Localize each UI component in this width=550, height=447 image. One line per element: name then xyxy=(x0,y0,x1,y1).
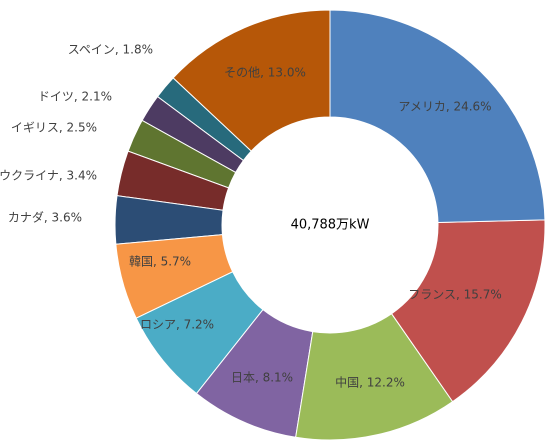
center-label: 40,788万kW xyxy=(291,218,370,233)
donut-slice xyxy=(135,271,264,395)
data-label: 韓国, 5.7% xyxy=(129,255,191,269)
donut-slice xyxy=(156,77,252,162)
donut-slice xyxy=(114,195,224,245)
data-label: ウクライナ, 3.4% xyxy=(0,169,97,183)
donut-slice xyxy=(329,9,546,223)
donut-slice xyxy=(116,150,230,211)
data-label: アメリカ, 24.6% xyxy=(398,100,491,114)
data-label: 中国, 12.2% xyxy=(335,375,405,390)
data-label: ロシア, 7.2% xyxy=(140,318,214,332)
donut-slice xyxy=(127,119,237,189)
donut-slice xyxy=(195,308,314,438)
donut-slice xyxy=(390,219,546,403)
data-label: フランス, 15.7% xyxy=(408,288,502,302)
donut-slice xyxy=(141,95,245,174)
data-label: 日本, 8.1% xyxy=(231,371,293,385)
donut-slice xyxy=(115,234,234,319)
data-label: スペイン, 1.8% xyxy=(68,43,153,57)
data-label: イギリス, 2.5% xyxy=(11,121,97,135)
data-label: カナダ, 3.6% xyxy=(8,210,82,225)
data-label: その他, 13.0% xyxy=(224,66,306,80)
data-label: ドイツ, 2.1% xyxy=(38,90,112,104)
